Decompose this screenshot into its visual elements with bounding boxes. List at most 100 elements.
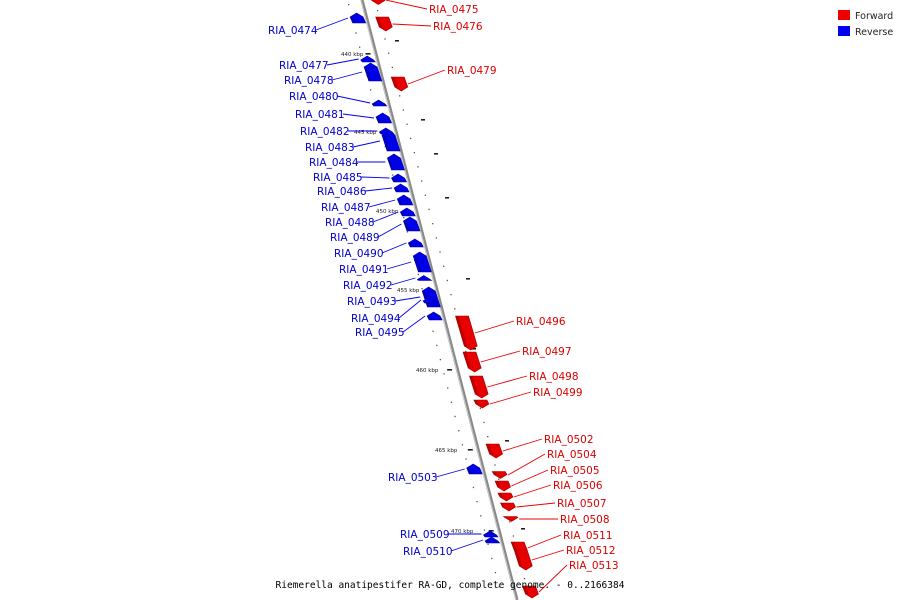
- gene-label[interactable]: RIA_0494: [351, 313, 401, 325]
- gene-leader-line: [331, 71, 363, 81]
- gene-label[interactable]: RIA_0486: [317, 186, 367, 198]
- ruler-label: 460 kbp: [416, 368, 439, 374]
- legend-label-reverse: Reverse: [855, 27, 893, 38]
- ruler-tick: [365, 53, 371, 55]
- ruler-labels: 440 kbp 445 kbp 450 kbp 455 kbp 460 kbp 465 k…: [341, 52, 494, 535]
- gene-label[interactable]: RIA_0477: [279, 60, 329, 72]
- legend-label-forward: Forward: [855, 11, 893, 22]
- gene-shadow: [483, 535, 488, 537]
- gene-shadow: [394, 188, 400, 192]
- ruler-tick: [447, 369, 453, 371]
- gene-leader-line: [489, 391, 532, 405]
- gene-leader-line: [407, 69, 446, 85]
- gene-label[interactable]: RIA_0475: [429, 4, 479, 16]
- gene-label[interactable]: RIA_0489: [330, 232, 380, 244]
- gene-leader-line: [364, 187, 393, 192]
- gene-leader-line: [372, 211, 399, 223]
- gene-leader-line: [392, 23, 432, 27]
- gene-label[interactable]: RIA_0485: [313, 172, 363, 184]
- gene-label[interactable]: RIA_0504: [547, 449, 597, 461]
- gene-arrow[interactable]: [360, 55, 376, 63]
- gene-leader-line: [516, 502, 556, 508]
- genome-axis: [360, 0, 519, 600]
- gene-label[interactable]: RIA_0491: [339, 264, 389, 276]
- gene-shadow: [463, 352, 472, 368]
- gene-label[interactable]: RIA_0508: [560, 514, 610, 526]
- ruler-tick: [467, 449, 473, 451]
- gene-shadow: [511, 542, 518, 550]
- gene-arrow[interactable]: [371, 99, 388, 107]
- gene-leader-line: [398, 299, 422, 319]
- gene-label[interactable]: RIA_0476: [433, 21, 483, 33]
- gene-leader-line: [502, 438, 543, 452]
- gene-shadow: [364, 67, 372, 81]
- gene-label[interactable]: RIA_0510: [403, 546, 453, 558]
- gene-label[interactable]: RIA_0513: [569, 560, 619, 572]
- gene-label[interactable]: RIA_0502: [544, 434, 594, 446]
- gene-label[interactable]: RIA_0478: [284, 75, 334, 87]
- ruler-label: 470 kbp: [451, 529, 474, 535]
- gene-shadow: [485, 541, 490, 543]
- gene-leader-line: [342, 113, 375, 119]
- gene-shadow: [360, 60, 366, 62]
- gene-label[interactable]: RIA_0498: [529, 371, 579, 383]
- gene-shadow: [403, 221, 410, 231]
- gene-arrow[interactable]: [370, 0, 386, 5]
- gene-label[interactable]: RIA_0481: [295, 109, 345, 121]
- gene-label[interactable]: RIA_0482: [300, 126, 350, 138]
- ruler-label: 465 kbp: [435, 448, 458, 454]
- gene-label[interactable]: RIA_0499: [533, 387, 583, 399]
- gene-label[interactable]: RIA_0503: [388, 472, 438, 484]
- gene-label[interactable]: RIA_0493: [347, 296, 397, 308]
- gene-label[interactable]: RIA_0479: [447, 65, 497, 77]
- gene-shadow: [500, 503, 506, 507]
- gene-label[interactable]: RIA_0487: [321, 202, 371, 214]
- gene-shadow: [371, 0, 375, 1]
- gene-label[interactable]: RIA_0490: [334, 248, 384, 260]
- gene-leader-line: [402, 315, 426, 333]
- gene-label[interactable]: RIA_0507: [557, 498, 607, 510]
- gene-leader-line: [531, 549, 565, 561]
- gene-label[interactable]: RIA_0505: [550, 465, 600, 477]
- gene-label[interactable]: RIA_0495: [355, 327, 405, 339]
- gene-label[interactable]: RIA_0488: [325, 217, 375, 229]
- gene-label[interactable]: RIA_0509: [400, 529, 450, 541]
- gene-leader-line: [527, 534, 562, 549]
- gene-label[interactable]: RIA_0511: [563, 530, 613, 542]
- gene-leader-line: [385, 0, 428, 10]
- gene-shadow: [495, 481, 501, 487]
- gene-label[interactable]: RIA_0506: [553, 480, 603, 492]
- gene-leader-line: [394, 296, 421, 302]
- gene-arrow[interactable]: [422, 296, 439, 304]
- gene-leader-line: [480, 350, 521, 363]
- genome-axis-highlight: [360, 0, 517, 600]
- legend-swatch-forward: [838, 10, 850, 20]
- gene-leader-line: [507, 453, 546, 476]
- gene-label[interactable]: RIA_0484: [309, 157, 359, 169]
- gene-arrow[interactable]: [484, 536, 501, 544]
- gene-leader-line: [487, 375, 528, 388]
- gene-shadow: [350, 17, 356, 23]
- gene-label[interactable]: RIA_0512: [566, 545, 616, 557]
- gene-label[interactable]: RIA_0474: [268, 25, 318, 37]
- label-leaders: [315, 0, 568, 593]
- gene-shadow: [469, 376, 479, 394]
- gene-shadow: [372, 104, 377, 106]
- gene-shadow: [408, 243, 414, 247]
- gene-leader-line: [315, 17, 349, 31]
- legend: Forward Reverse: [838, 10, 893, 38]
- gene-label[interactable]: RIA_0497: [522, 346, 572, 358]
- gene-label[interactable]: RIA_0496: [516, 316, 566, 328]
- gene-label[interactable]: RIA_0483: [305, 142, 355, 154]
- gene-shadow: [413, 256, 422, 272]
- gene-leader-line: [386, 261, 412, 270]
- gene-label[interactable]: RIA_0480: [289, 91, 339, 103]
- gene-leader-line: [450, 539, 484, 552]
- gene-arrow[interactable]: [416, 275, 433, 281]
- gene-leader-line: [538, 564, 568, 593]
- gene-shadow: [397, 199, 403, 205]
- gene-shadow: [400, 212, 406, 216]
- gene-label[interactable]: RIA_0492: [343, 280, 393, 292]
- legend-swatch-reverse: [838, 26, 850, 36]
